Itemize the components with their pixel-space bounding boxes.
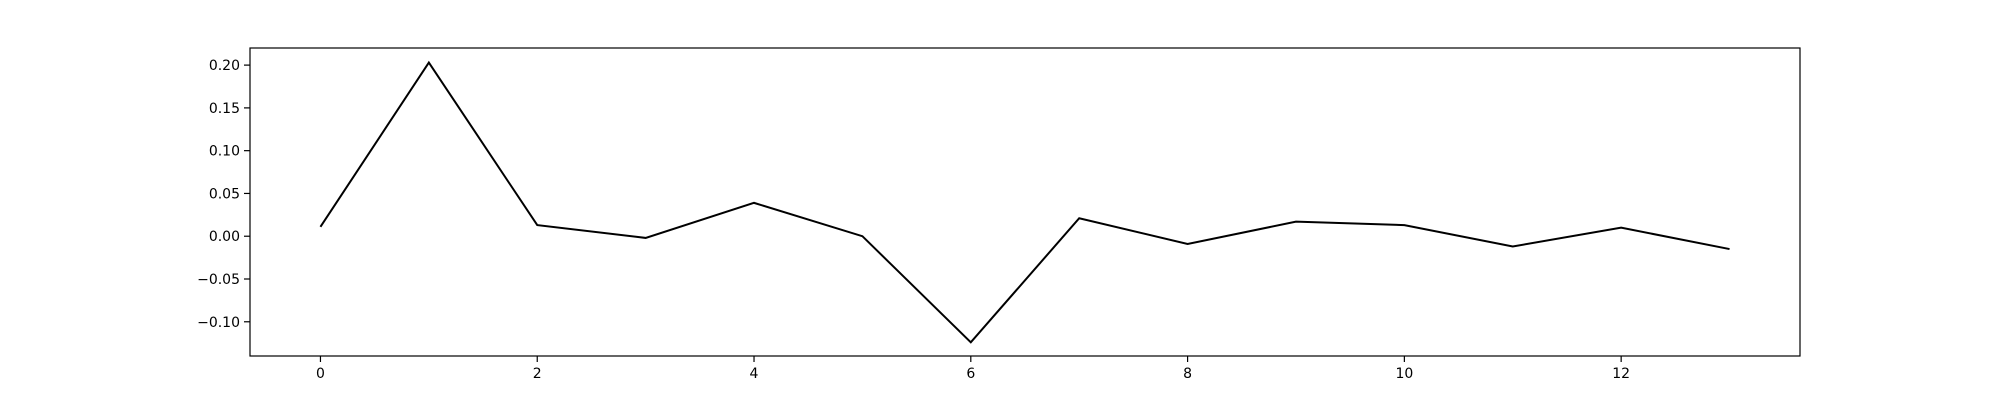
y-tick-label: 0.10 xyxy=(209,144,240,160)
x-tick-label: 12 xyxy=(1612,366,1630,382)
y-axis: −0.10 −0.05 0.00 0.05 0.10 0.15 0.20 xyxy=(197,58,250,331)
axes-frame xyxy=(249,47,1801,357)
x-tick-label: 2 xyxy=(533,366,542,382)
y-tick-label: 0.05 xyxy=(209,186,240,202)
x-tick-label: 8 xyxy=(1183,366,1192,382)
x-tick-label: 0 xyxy=(316,366,325,382)
series-line xyxy=(319,60,1730,344)
y-tick-label: −0.10 xyxy=(197,315,240,331)
x-tick-label: 6 xyxy=(966,366,975,382)
series-layer xyxy=(319,60,1730,344)
x-axis: 0 2 4 6 8 10 12 xyxy=(316,356,1630,382)
x-tick-label: 10 xyxy=(1395,366,1413,382)
y-tick-label: 0.15 xyxy=(209,101,240,117)
x-tick-label: 4 xyxy=(750,366,759,382)
y-tick-label: 0.00 xyxy=(209,229,240,245)
y-tick-label: 0.20 xyxy=(209,58,240,74)
y-tick-label: −0.05 xyxy=(197,272,240,288)
